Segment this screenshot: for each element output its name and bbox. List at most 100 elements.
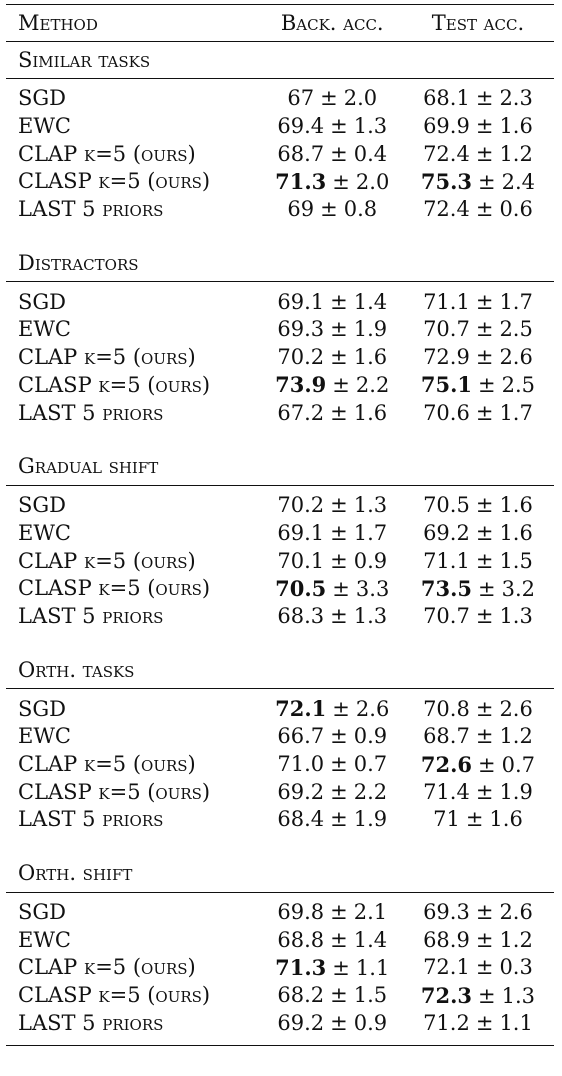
method-cell: LAST 5 priors xyxy=(6,603,263,631)
back-acc-std: 1.3 xyxy=(354,604,387,628)
test-acc-cell: 70.6 ±1.7 xyxy=(402,399,554,427)
back-acc-mean: 69.2 xyxy=(277,780,324,804)
method-name: CLAP xyxy=(18,345,77,369)
method-cell: CLAP k=5 (ours) xyxy=(6,344,263,372)
back-acc-std: 1.6 xyxy=(354,401,387,425)
test-acc-mean: 70.7 xyxy=(423,604,470,628)
plus-minus-symbol: ± xyxy=(332,577,350,601)
method-name: SGD xyxy=(18,493,66,517)
back-acc-std: 2.1 xyxy=(354,900,387,924)
back-acc-std: 1.5 xyxy=(354,983,387,1007)
plus-minus-symbol: ± xyxy=(330,401,348,425)
plus-minus-symbol: ± xyxy=(330,807,348,831)
test-acc-mean: 69.2 xyxy=(423,521,470,545)
table-row: CLAP k=5 (ours) 71.0 ±0.7 72.6 ±0.7 xyxy=(6,751,554,779)
test-acc-mean: 70.7 xyxy=(423,317,470,341)
test-acc-mean: 71.2 xyxy=(423,1011,470,1035)
method-cell: LAST 5 priors xyxy=(6,1010,263,1038)
spacer-cell xyxy=(6,630,554,652)
plus-minus-symbol: ± xyxy=(330,983,348,1007)
plus-minus-symbol: ± xyxy=(476,697,494,721)
back-acc-mean: 66.7 xyxy=(277,724,324,748)
back-acc-mean: 69.8 xyxy=(277,900,324,924)
back-acc-cell: 67 ±2.0 xyxy=(263,79,402,113)
bottom-rule-cell xyxy=(6,1037,554,1046)
method-name: CLAP xyxy=(18,955,77,979)
back-acc-std: 0.7 xyxy=(354,752,387,776)
method-name: CLAP xyxy=(18,752,77,776)
test-acc-mean: 69.3 xyxy=(423,900,470,924)
table-row: CLASP k=5 (ours) 69.2 ±2.2 71.4 ±1.9 xyxy=(6,778,554,806)
test-acc-cell: 69.9 ±1.6 xyxy=(402,113,554,141)
back-acc-cell: 70.2 ±1.6 xyxy=(263,344,402,372)
plus-minus-symbol: ± xyxy=(478,753,496,777)
plus-minus-symbol: ± xyxy=(476,604,494,628)
test-acc-std: 1.5 xyxy=(499,549,532,573)
plus-minus-symbol: ± xyxy=(466,807,484,831)
plus-minus-symbol: ± xyxy=(330,290,348,314)
back-acc-mean: 70.2 xyxy=(277,493,324,517)
method-cell: SGD xyxy=(6,282,263,316)
test-acc-cell: 69.3 ±2.6 xyxy=(402,892,554,926)
method-name: SGD xyxy=(18,290,66,314)
back-acc-mean: 68.2 xyxy=(277,983,324,1007)
test-acc-std: 2.5 xyxy=(502,373,535,397)
plus-minus-symbol: ± xyxy=(478,170,496,194)
header-row: Method Back. acc. Test acc. xyxy=(6,5,554,42)
test-acc-mean: 69.9 xyxy=(423,114,470,138)
test-acc-mean: 71 xyxy=(433,807,460,831)
test-acc-cell: 73.5 ±3.2 xyxy=(402,575,554,603)
method-suffix: k=5 (ours) xyxy=(84,752,196,776)
method-cell: EWC xyxy=(6,723,263,751)
test-acc-cell: 71.4 ±1.9 xyxy=(402,778,554,806)
table-bottom-rule xyxy=(6,1037,554,1046)
section-title: Orth. shift xyxy=(6,856,554,893)
back-acc-std: 1.9 xyxy=(354,317,387,341)
table-row: LAST 5 priors 69 ±0.8 72.4 ±0.6 xyxy=(6,196,554,224)
plus-minus-symbol: ± xyxy=(332,373,350,397)
method-suffix: k=5 (ours) xyxy=(84,549,196,573)
method-cell: CLASP k=5 (ours) xyxy=(6,168,263,196)
table-row: CLAP k=5 (ours) 70.1 ±0.9 71.1 ±1.5 xyxy=(6,547,554,575)
test-acc-cell: 70.7 ±1.3 xyxy=(402,603,554,631)
plus-minus-symbol: ± xyxy=(330,604,348,628)
method-name: SGD xyxy=(18,900,66,924)
test-acc-std: 1.7 xyxy=(499,401,532,425)
table-row: CLAP k=5 (ours) 71.3 ±1.1 72.1 ±0.3 xyxy=(6,954,554,982)
plus-minus-symbol: ± xyxy=(330,114,348,138)
plus-minus-symbol: ± xyxy=(478,373,496,397)
plus-minus-symbol: ± xyxy=(330,345,348,369)
test-acc-std: 1.6 xyxy=(499,493,532,517)
plus-minus-symbol: ± xyxy=(476,521,494,545)
plus-minus-symbol: ± xyxy=(330,900,348,924)
back-acc-mean: 68.3 xyxy=(277,604,324,628)
test-acc-cell: 75.1 ±2.5 xyxy=(402,372,554,400)
test-acc-mean: 70.5 xyxy=(423,493,470,517)
back-acc-mean: 69.3 xyxy=(277,317,324,341)
method-suffix: priors xyxy=(102,197,163,221)
method-cell: SGD xyxy=(6,485,263,519)
table-row: SGD 67 ±2.0 68.1 ±2.3 xyxy=(6,79,554,113)
test-acc-cell: 69.2 ±1.6 xyxy=(402,520,554,548)
method-suffix: k=5 (ours) xyxy=(84,142,196,166)
test-acc-std: 2.5 xyxy=(499,317,532,341)
test-acc-std: 1.3 xyxy=(502,984,535,1008)
table-body: Similar tasks SGD 67 ±2.0 68.1 ±2.3 EWC 69.4 ±1.… xyxy=(6,42,554,1046)
section-spacer xyxy=(6,630,554,652)
table-row: LAST 5 priors 67.2 ±1.6 70.6 ±1.7 xyxy=(6,399,554,427)
test-acc-mean: 72.4 xyxy=(423,142,470,166)
back-acc-mean: 70.5 xyxy=(275,576,326,601)
method-name: EWC xyxy=(18,521,71,545)
test-acc-cell: 72.1 ±0.3 xyxy=(402,954,554,982)
back-acc-cell: 68.4 ±1.9 xyxy=(263,806,402,834)
table-row: LAST 5 priors 68.3 ±1.3 70.7 ±1.3 xyxy=(6,603,554,631)
back-acc-mean: 71.3 xyxy=(275,169,326,194)
back-acc-cell: 69.2 ±2.2 xyxy=(263,778,402,806)
back-acc-cell: 71.3 ±2.0 xyxy=(263,168,402,196)
test-acc-mean: 68.1 xyxy=(423,86,470,110)
method-name: LAST 5 xyxy=(18,1011,96,1035)
method-cell: CLAP k=5 (ours) xyxy=(6,547,263,575)
plus-minus-symbol: ± xyxy=(476,928,494,952)
method-cell: EWC xyxy=(6,316,263,344)
